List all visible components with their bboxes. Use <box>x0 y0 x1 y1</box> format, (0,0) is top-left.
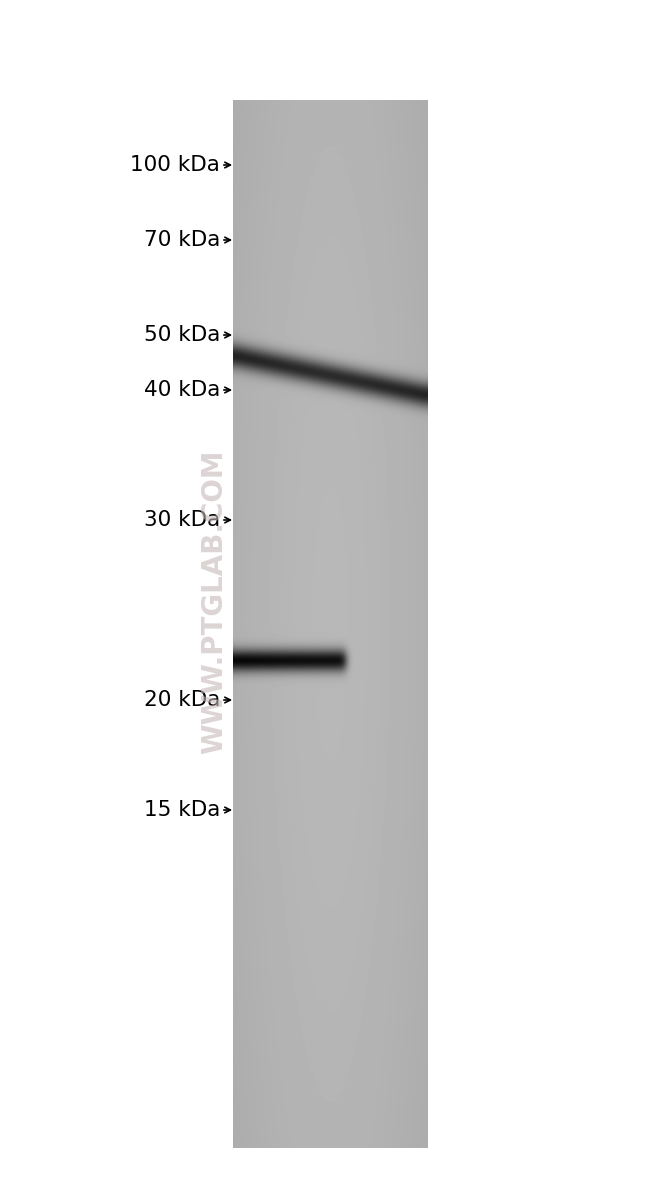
Text: 20 kDa: 20 kDa <box>144 691 220 710</box>
Text: 50 kDa: 50 kDa <box>144 325 220 345</box>
Text: 40 kDa: 40 kDa <box>144 380 220 401</box>
Text: WWW.PTGLAB.COM: WWW.PTGLAB.COM <box>200 449 229 754</box>
Text: 15 kDa: 15 kDa <box>144 800 220 820</box>
Text: 70 kDa: 70 kDa <box>144 230 220 250</box>
Text: 100 kDa: 100 kDa <box>130 155 220 174</box>
Text: 30 kDa: 30 kDa <box>144 510 220 531</box>
